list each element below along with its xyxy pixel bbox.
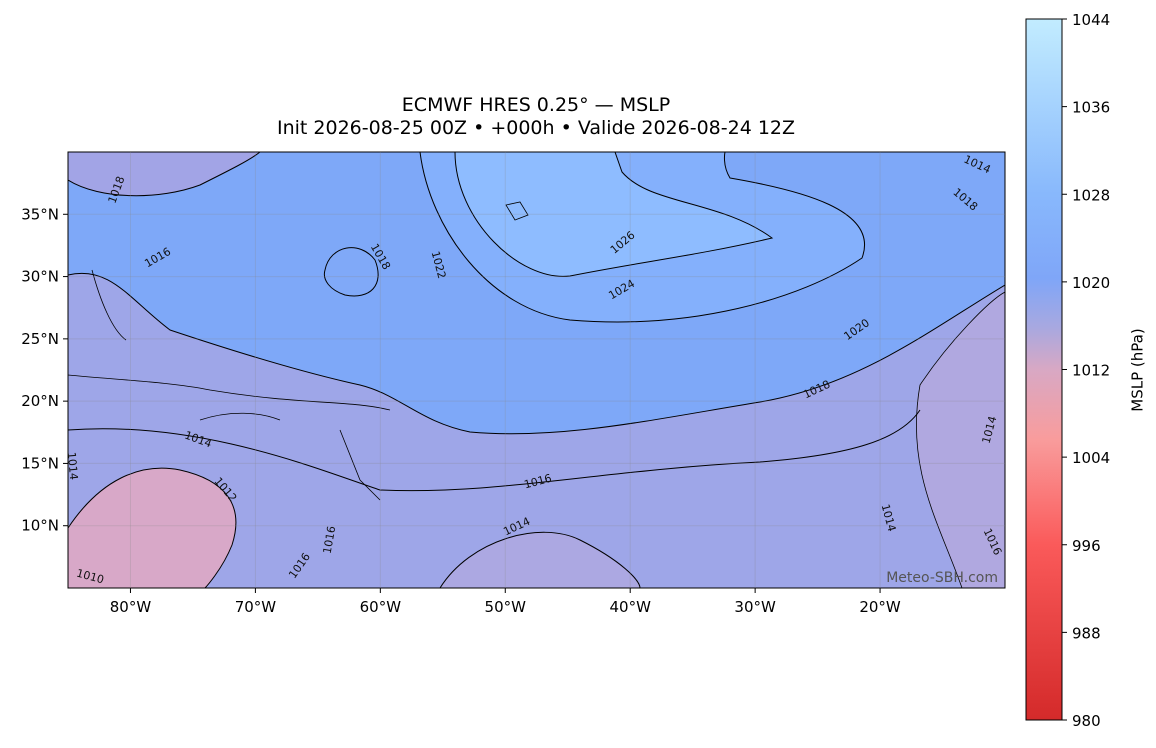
y-tick-label: 35°N — [21, 205, 59, 223]
y-tick-label: 20°N — [21, 392, 59, 410]
subtitle: Init 2026-08-25 00Z • +000h • Valide 202… — [277, 117, 795, 139]
contour-label: 1016 — [321, 525, 339, 555]
y-tick-label: 15°N — [21, 454, 59, 472]
colorbar-tick-label: 1012 — [1072, 362, 1110, 380]
pressure-region — [323, 247, 379, 297]
y-tick-label: 25°N — [21, 330, 59, 348]
map-frame — [67, 151, 1006, 589]
x-tick-label: 20°W — [859, 598, 901, 616]
contour-label: 1014 — [65, 451, 80, 480]
pressure-region — [68, 152, 261, 197]
pressure-region — [439, 531, 641, 588]
x-tick-label: 60°W — [360, 598, 402, 616]
island — [505, 201, 529, 221]
pressure-region — [454, 152, 774, 277]
coastline — [91, 269, 381, 501]
watermark: Meteo-SBH.com — [886, 570, 998, 586]
colorbar — [1025, 18, 1063, 721]
title: ECMWF HRES 0.25° — MSLP — [402, 94, 670, 116]
y-tick-label: 30°N — [21, 268, 59, 286]
colorbar-tick-label: 980 — [1072, 712, 1101, 730]
colorbar-tick-label: 1020 — [1072, 274, 1110, 292]
x-tick-label: 50°W — [485, 598, 527, 616]
colorbar-tick-label: 988 — [1072, 624, 1101, 642]
colorbar-tick-label: 996 — [1072, 537, 1101, 555]
x-tick-label: 70°W — [235, 598, 277, 616]
x-tick-label: 40°W — [609, 598, 651, 616]
y-tick-label: 10°N — [21, 517, 59, 535]
map-field — [68, 152, 1005, 588]
colorbar-tick-label: 1044 — [1072, 11, 1110, 29]
colorbar-tick-label: 1004 — [1072, 449, 1110, 467]
x-tick-label: 30°W — [734, 598, 776, 616]
colorbar-tick-label: 1036 — [1072, 99, 1110, 117]
x-tick-label: 80°W — [110, 598, 152, 616]
colorbar-tick-label: 1028 — [1072, 186, 1110, 204]
coastline — [68, 374, 391, 411]
pressure-region — [68, 467, 237, 588]
colorbar-label: MSLP (hPa) — [1129, 328, 1147, 411]
contour-line — [68, 409, 921, 492]
